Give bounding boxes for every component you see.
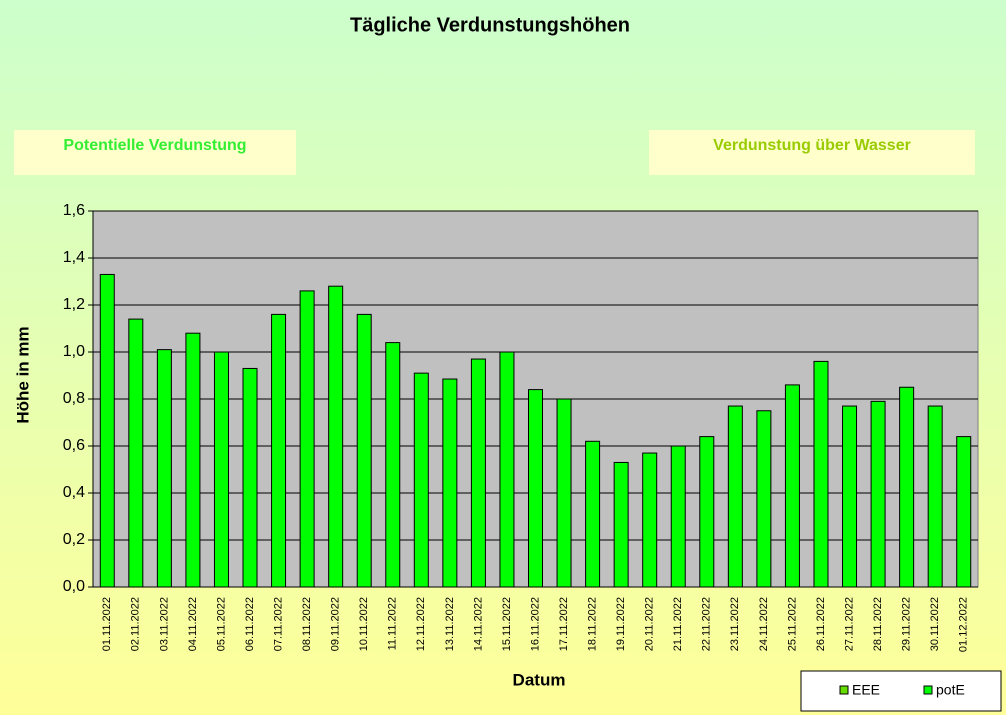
x-tick-label: 12.11.2022 [415, 597, 427, 651]
x-tick-label: 07.11.2022 [272, 597, 284, 651]
x-tick-label: 11.11.2022 [387, 597, 399, 650]
x-tick-label: 03.11.2022 [158, 597, 170, 651]
x-tick-label: 26.11.2022 [815, 597, 827, 651]
bar [613, 461, 629, 588]
x-tick-label: 25.11.2022 [786, 597, 798, 651]
y-tick-label: 0,4 [63, 484, 85, 501]
bar [328, 285, 344, 588]
bar [585, 440, 601, 588]
bar [927, 405, 943, 588]
y-tick-label: 0,0 [63, 578, 85, 595]
legend [800, 670, 1002, 712]
panel-label: Verdunstung über Wasser [713, 137, 911, 154]
x-tick-label: 17.11.2022 [558, 597, 570, 651]
bar [413, 372, 429, 588]
bar [185, 332, 201, 588]
bar [813, 360, 829, 588]
panel [649, 130, 975, 175]
x-tick-label: 05.11.2022 [215, 597, 227, 651]
bar [756, 410, 772, 588]
bar [242, 367, 258, 588]
y-tick-label: 1,0 [63, 343, 85, 360]
x-tick-label: 16.11.2022 [529, 597, 541, 651]
bar [442, 378, 458, 588]
bar [156, 349, 172, 588]
x-tick-label: 21.11.2022 [672, 597, 684, 651]
bar [870, 400, 886, 588]
y-tick-label: 0,2 [63, 531, 85, 548]
x-tick-label: 18.11.2022 [587, 597, 599, 651]
y-tick-label: 0,6 [63, 437, 85, 454]
chart-title: Tägliche Verdunstungshöhen [350, 14, 630, 36]
x-tick-label: 22.11.2022 [701, 597, 713, 651]
bar [556, 398, 572, 588]
bar [784, 384, 800, 588]
y-tick-label: 1,4 [63, 249, 85, 266]
x-tick-label: 08.11.2022 [301, 597, 313, 651]
bar [642, 452, 658, 588]
x-tick-label: 13.11.2022 [444, 597, 456, 651]
bar [699, 436, 715, 588]
bar [271, 313, 287, 588]
legend-swatch [839, 685, 849, 695]
bar [670, 445, 686, 588]
x-axis-label: Datum [513, 670, 566, 689]
y-tick-label: 1,6 [63, 202, 85, 219]
x-tick-label: 28.11.2022 [872, 597, 884, 651]
x-tick-label: 10.11.2022 [358, 597, 370, 651]
x-tick-label: 01.12.2022 [958, 597, 970, 652]
panel [14, 130, 296, 175]
bar [213, 351, 229, 588]
bar [470, 358, 486, 588]
x-tick-label: 19.11.2022 [615, 597, 627, 651]
x-tick-label: 04.11.2022 [187, 597, 199, 651]
bar [385, 342, 401, 588]
y-tick-label: 1,2 [63, 296, 85, 313]
x-tick-label: 27.11.2022 [843, 597, 855, 651]
bar [956, 436, 972, 588]
bar [128, 318, 144, 588]
y-axis-label: Höhe in mm [13, 326, 32, 423]
x-tick-label: 02.11.2022 [130, 597, 142, 651]
bar [727, 405, 743, 588]
bar [842, 405, 858, 588]
x-tick-label: 29.11.2022 [901, 597, 913, 651]
legend-label: potE [936, 682, 965, 698]
bar [356, 313, 372, 588]
bar [99, 273, 115, 588]
bar [499, 351, 515, 588]
bar [899, 386, 915, 588]
x-tick-label: 15.11.2022 [501, 597, 513, 651]
panel-label: Potentielle Verdunstung [63, 137, 246, 154]
bar [528, 389, 543, 588]
x-tick-label: 06.11.2022 [244, 597, 256, 651]
bar [299, 290, 315, 588]
x-tick-label: 14.11.2022 [472, 597, 484, 651]
x-tick-label: 30.11.2022 [929, 597, 941, 651]
x-tick-label: 23.11.2022 [729, 597, 741, 651]
y-tick-label: 0,8 [63, 390, 85, 407]
x-tick-label: 01.11.2022 [101, 597, 113, 651]
legend-swatch [923, 685, 933, 695]
x-tick-label: 24.11.2022 [758, 597, 770, 651]
x-tick-label: 20.11.2022 [644, 597, 656, 651]
x-tick-label: 09.11.2022 [330, 597, 342, 651]
legend-label: EEE [852, 682, 880, 698]
